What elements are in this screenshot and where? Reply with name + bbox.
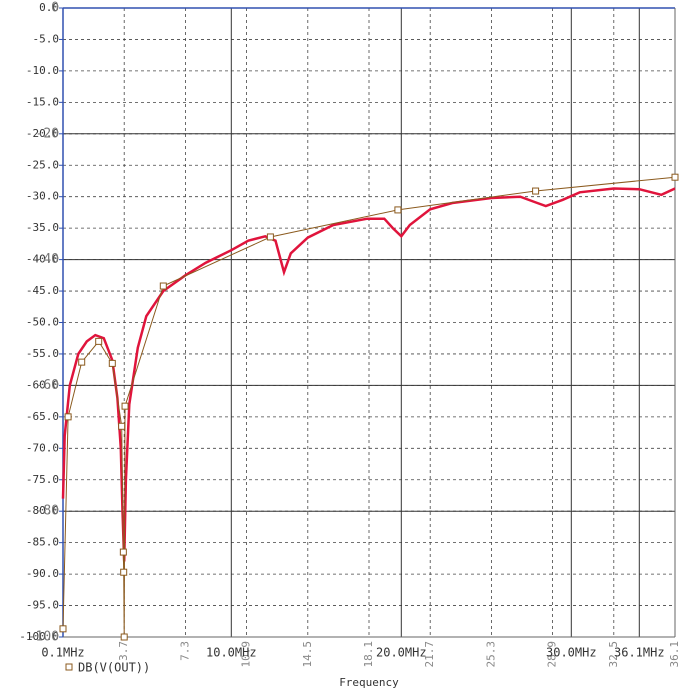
y-major-label: -40 [36,252,59,267]
x-tick-label: 7.3 [178,641,191,661]
y-tick-label: -95.0 [26,599,59,612]
point-marker [120,568,128,576]
point-marker [159,282,167,290]
x-tick-label: 25.3 [484,641,497,668]
x-tick-label: 3.7 [117,641,130,661]
y-major-label: -20 [36,126,59,141]
y-tick-label: -15.0 [26,95,59,108]
point-marker [95,337,103,345]
y-major-label: 0 [51,1,59,16]
point-marker [78,358,86,366]
point-marker [120,633,128,641]
x-major-label: 10.0MHz [206,646,257,660]
x-major-label: 0.1MHz [41,646,84,660]
y-tick-label: -10.0 [26,64,59,77]
x-tick-label: 32.5 [607,641,620,668]
legend-marker [65,663,73,671]
legend-label: DB(V(OUT)) [78,661,150,675]
y-major-label: -80 [36,504,59,519]
y-tick-label: -25.0 [26,158,59,171]
y-tick-label: -35.0 [26,221,59,234]
point-marker [394,206,402,214]
y-tick-label: -55.0 [26,347,59,360]
y-tick-label: -60.0 [26,378,59,391]
y-tick-label: -50.0 [26,316,59,329]
x-tick-label: 10.9 [240,641,253,668]
x-tick-label: 21.7 [423,641,436,668]
point-marker [671,173,679,181]
y-major-label: -100 [28,630,59,645]
y-tick-label: -85.0 [26,536,59,549]
point-marker [118,422,126,430]
y-tick-label: -100.0 [19,630,59,643]
x-axis-label: Frequency [339,676,399,689]
point-marker [532,187,540,195]
y-tick-label: -90.0 [26,567,59,580]
y-tick-label: -30.0 [26,190,59,203]
y-tick-label: -75.0 [26,473,59,486]
y-tick-label: -45.0 [26,284,59,297]
point-marker [59,625,67,633]
point-marker [266,233,274,241]
x-tick-label: 18.1 [362,641,375,668]
x-major-label: 36.1MHz [614,646,665,660]
x-major-label: 20.0MHz [376,646,427,660]
x-tick-label: 14.5 [301,641,314,668]
y-tick-label: 0.0 [39,1,59,14]
point-marker [121,402,129,410]
x-major-label: 30.0MHz [546,646,597,660]
x-tick-label: 28.9 [546,641,559,668]
point-marker [108,359,116,367]
y-tick-label: -40.0 [26,253,59,266]
y-tick-label: -20.0 [26,127,59,140]
y-tick-label: -70.0 [26,441,59,454]
y-major-label: -60 [36,378,59,393]
y-tick-label: -5.0 [33,32,60,45]
y-tick-label: -65.0 [26,410,59,423]
y-tick-label: -80.0 [26,504,59,517]
x-tick-label: 36.1 [668,641,681,668]
point-marker [64,413,72,421]
point-marker [119,548,127,556]
